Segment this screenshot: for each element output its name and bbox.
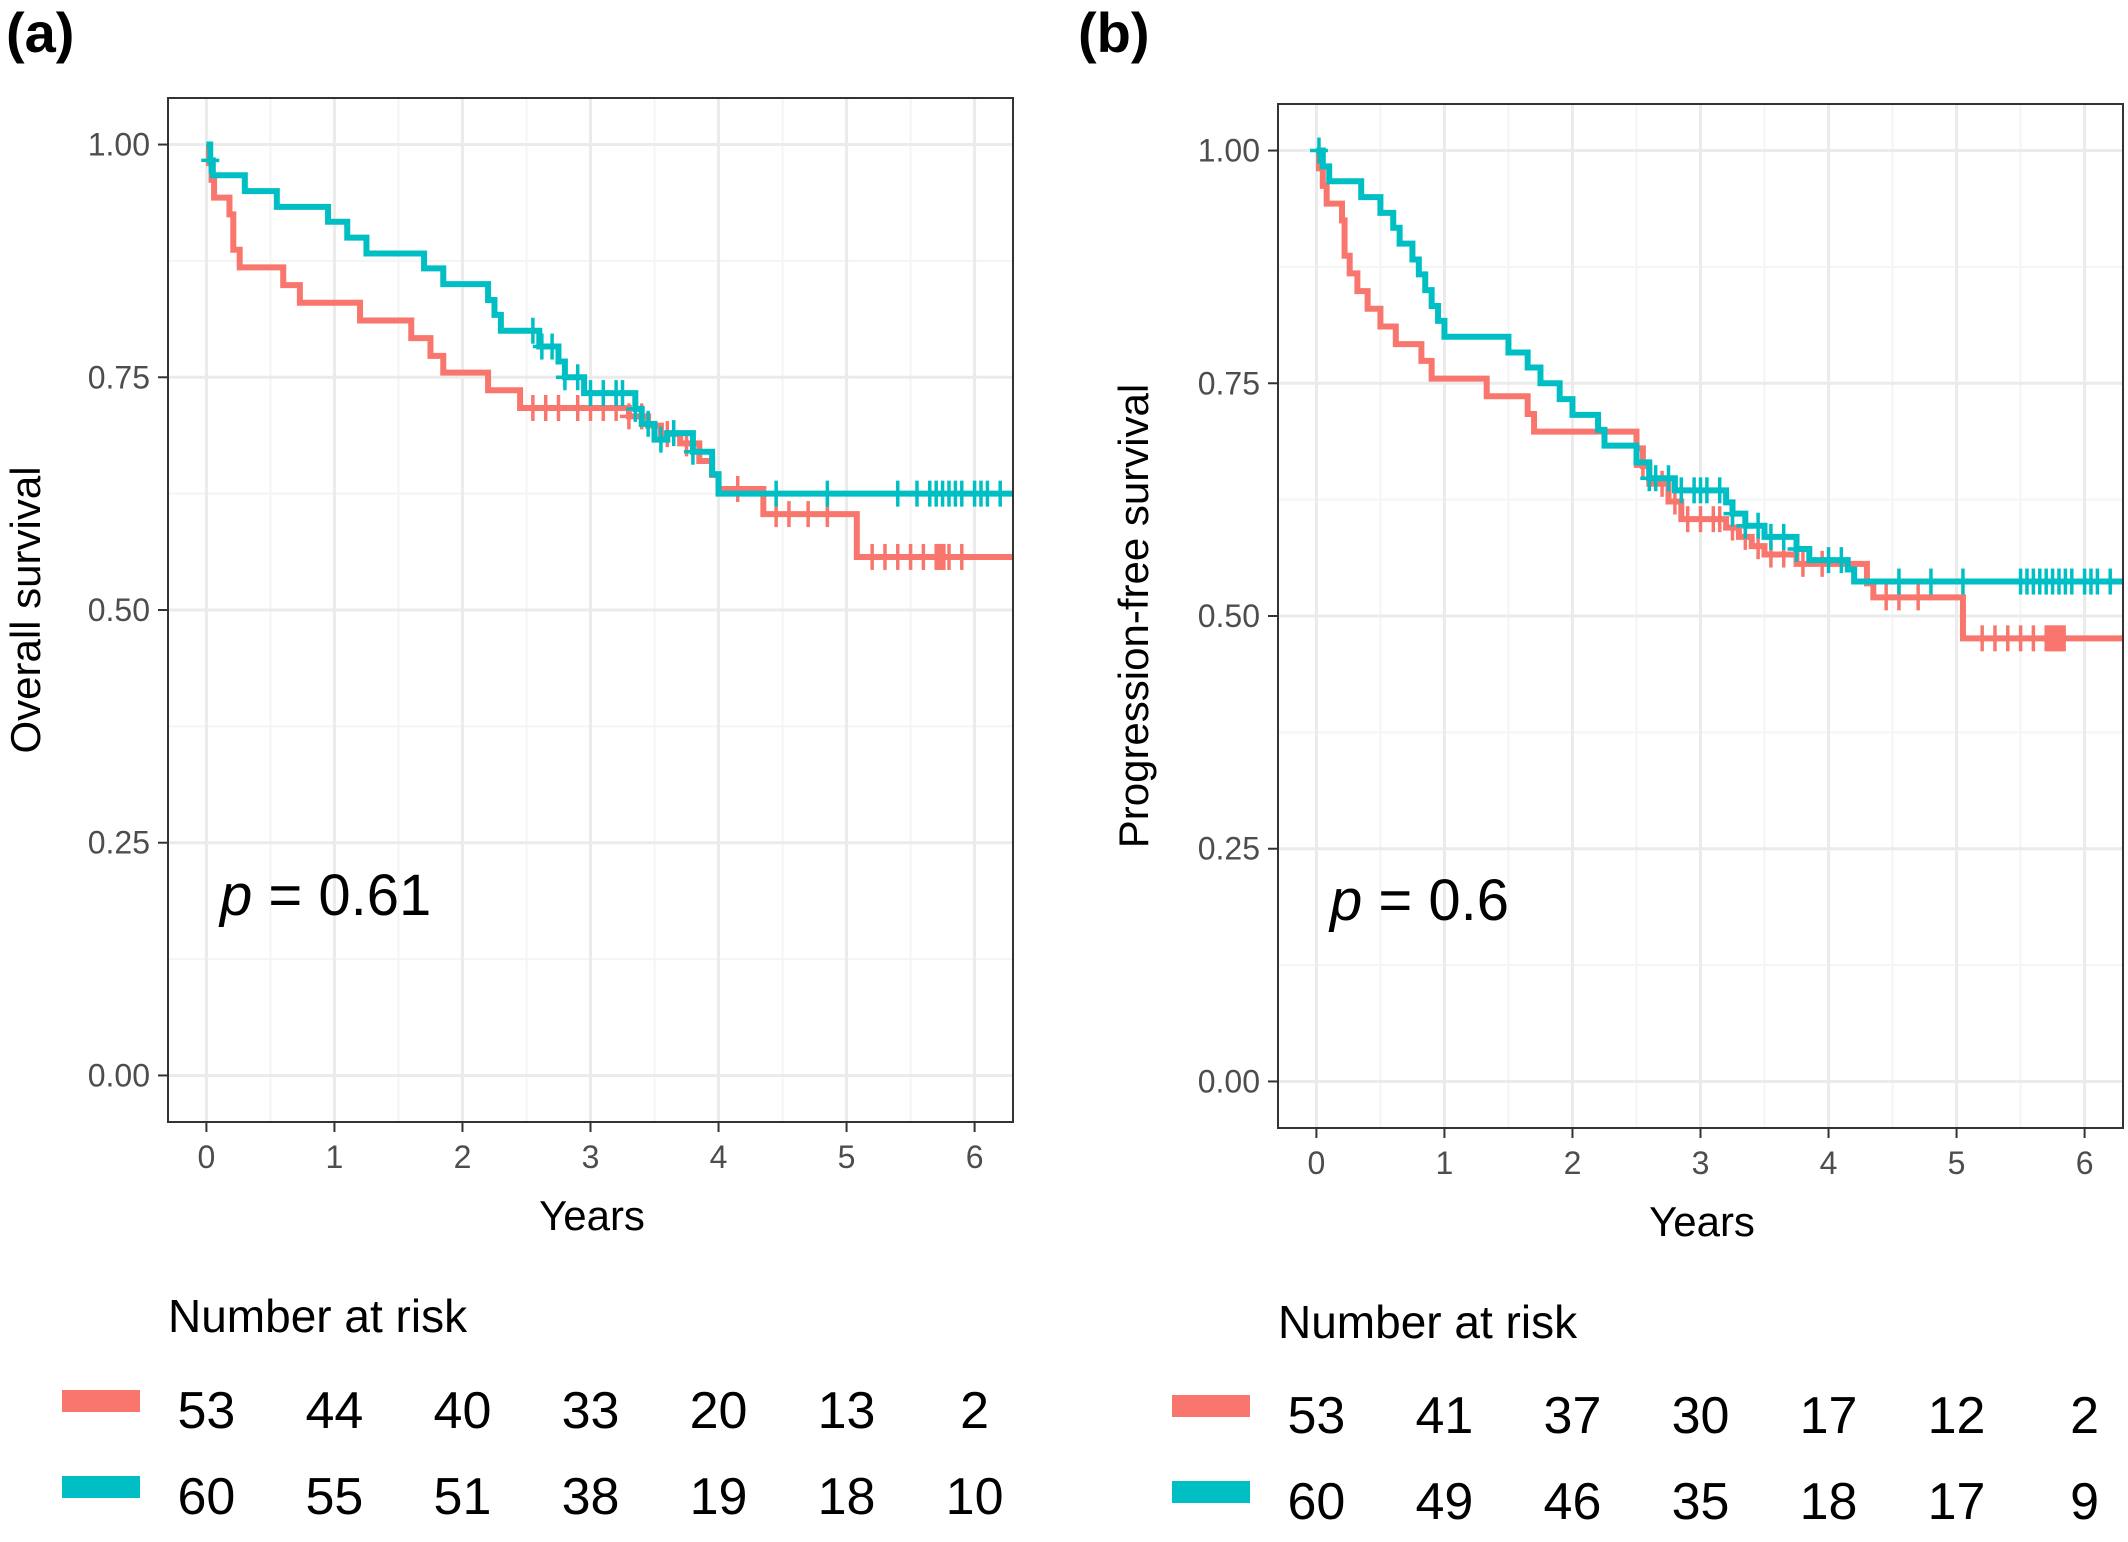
risk-count: 2 (2070, 1387, 2099, 1445)
panel-b-grid (1278, 104, 2123, 1128)
x-tick-label: 5 (1948, 1145, 1966, 1181)
risk-count: 9 (2070, 1473, 2099, 1531)
risk-count: 37 (1544, 1387, 1602, 1445)
curve-clip-group (201, 141, 1013, 570)
y-tick-label: 0.50 (1198, 598, 1260, 634)
y-tick-label: 0.25 (88, 825, 150, 861)
risk-count: 41 (1416, 1387, 1474, 1445)
x-tick-label: 0 (1308, 1145, 1326, 1181)
panel-a-risk-table: 53 44 40 33 20 13 2 60 55 51 38 19 18 10 (62, 1382, 1004, 1526)
panel-a-p-symbol: p (218, 863, 252, 928)
panel-a-risk-table-title: Number at risk (168, 1290, 468, 1342)
risk-count: 13 (818, 1382, 876, 1440)
risk-count: 30 (1672, 1387, 1730, 1445)
y-tick-label: 0.25 (1198, 831, 1260, 867)
risk-count: 20 (690, 1382, 748, 1440)
panel-a-overall-survival: (a) 0 1 2 3 4 5 6 0.00 0.25 0.50 0.75 1.00 Years Ov… (2, 1, 1014, 1526)
risk-count: 51 (434, 1468, 492, 1526)
risk-count: 53 (1287, 1387, 1345, 1445)
risk-count: 46 (1544, 1473, 1602, 1531)
panel-a-grid (168, 98, 1013, 1122)
x-tick-label: 3 (1692, 1145, 1710, 1181)
risk-count: 49 (1416, 1473, 1474, 1531)
risk-count: 17 (1800, 1387, 1858, 1445)
x-tick-label: 1 (326, 1139, 344, 1175)
x-tick-label: 2 (1564, 1145, 1582, 1181)
x-tick-label: 2 (454, 1139, 472, 1175)
x-tick-label: 3 (582, 1139, 600, 1175)
x-tick-label: 6 (2076, 1145, 2094, 1181)
y-tick-label: 0.75 (88, 359, 150, 395)
panel-a-p-value-text: = 0.61 (252, 863, 431, 928)
y-tick-label: 0.00 (1198, 1063, 1260, 1099)
risk-count: 18 (1800, 1473, 1858, 1531)
panel-b-p-symbol: p (1328, 868, 1362, 933)
risk-count: 12 (1928, 1387, 1986, 1445)
x-tick-label: 1 (1436, 1145, 1454, 1181)
panel-b-curves (1309, 137, 2123, 652)
panel-a-curves (201, 141, 1013, 570)
x-tick-label: 5 (838, 1139, 856, 1175)
panel-b-progression-free-survival: (b) 0 1 2 3 4 5 60.000.250.500.751.00 Years Pr… (1078, 1, 2124, 1531)
panel-b-y-axis-title: Progression-free survival (1110, 384, 1157, 849)
panel-a-y-axis-title: Overall survival (2, 466, 49, 753)
panel-b-label: (b) (1078, 1, 1150, 64)
risk-count: 17 (1928, 1473, 1986, 1531)
risk-count: 35 (1672, 1473, 1730, 1531)
y-tick-label: 1.00 (88, 127, 150, 163)
y-tick-label: 1.00 (1198, 133, 1260, 169)
risk-legend-swatch-group2 (1172, 1481, 1250, 1503)
panel-b-p-value-text: = 0.6 (1362, 868, 1509, 933)
panel-b-x-axis-title: Years (1649, 1198, 1755, 1245)
risk-count: 53 (177, 1382, 235, 1440)
panel-b-ticks: 0 1 2 3 4 5 6 0.00 0.25 0.50 0.75 1.00 (1198, 133, 2094, 1181)
risk-legend-swatch-group1 (62, 1390, 140, 1412)
curve-clip-group (1309, 137, 2123, 652)
x-tick-label: 6 (966, 1139, 984, 1175)
x-tick-label: 4 (710, 1139, 728, 1175)
x-tick-label: 4 (1820, 1145, 1838, 1181)
risk-count: 2 (960, 1382, 989, 1440)
risk-count: 60 (177, 1468, 235, 1526)
risk-count: 19 (690, 1468, 748, 1526)
panel-a-x-axis-title: Years (539, 1192, 645, 1239)
risk-count: 44 (306, 1382, 364, 1440)
panel-b-risk-table-title: Number at risk (1278, 1296, 1578, 1348)
panel-a-ticks: 0 1 2 3 4 5 6 0.00 0.25 0.50 0.75 1.00 (88, 127, 984, 1175)
risk-count: 40 (434, 1382, 492, 1440)
risk-count: 10 (946, 1468, 1004, 1526)
y-tick-label: 0.75 (1198, 365, 1260, 401)
risk-count: 18 (818, 1468, 876, 1526)
y-tick-label: 0.00 (88, 1057, 150, 1093)
panel-b-p-value: p = 0.6 (1328, 868, 1509, 933)
risk-count: 60 (1287, 1473, 1345, 1531)
risk-legend-swatch-group1 (1172, 1395, 1250, 1417)
panel-a-label: (a) (6, 1, 74, 64)
survival-curve-group1 (1315, 147, 2123, 642)
risk-count: 33 (562, 1382, 620, 1440)
risk-count: 38 (562, 1468, 620, 1526)
panel-b-risk-table: 53 41 37 30 17 12 2 60 49 46 35 18 17 9 (1172, 1387, 2099, 1531)
risk-count: 55 (306, 1468, 364, 1526)
risk-legend-swatch-group2 (62, 1476, 140, 1498)
x-tick-label: 0 (198, 1139, 216, 1175)
y-tick-label: 0.50 (88, 592, 150, 628)
panel-a-p-value: p = 0.61 (218, 863, 431, 928)
